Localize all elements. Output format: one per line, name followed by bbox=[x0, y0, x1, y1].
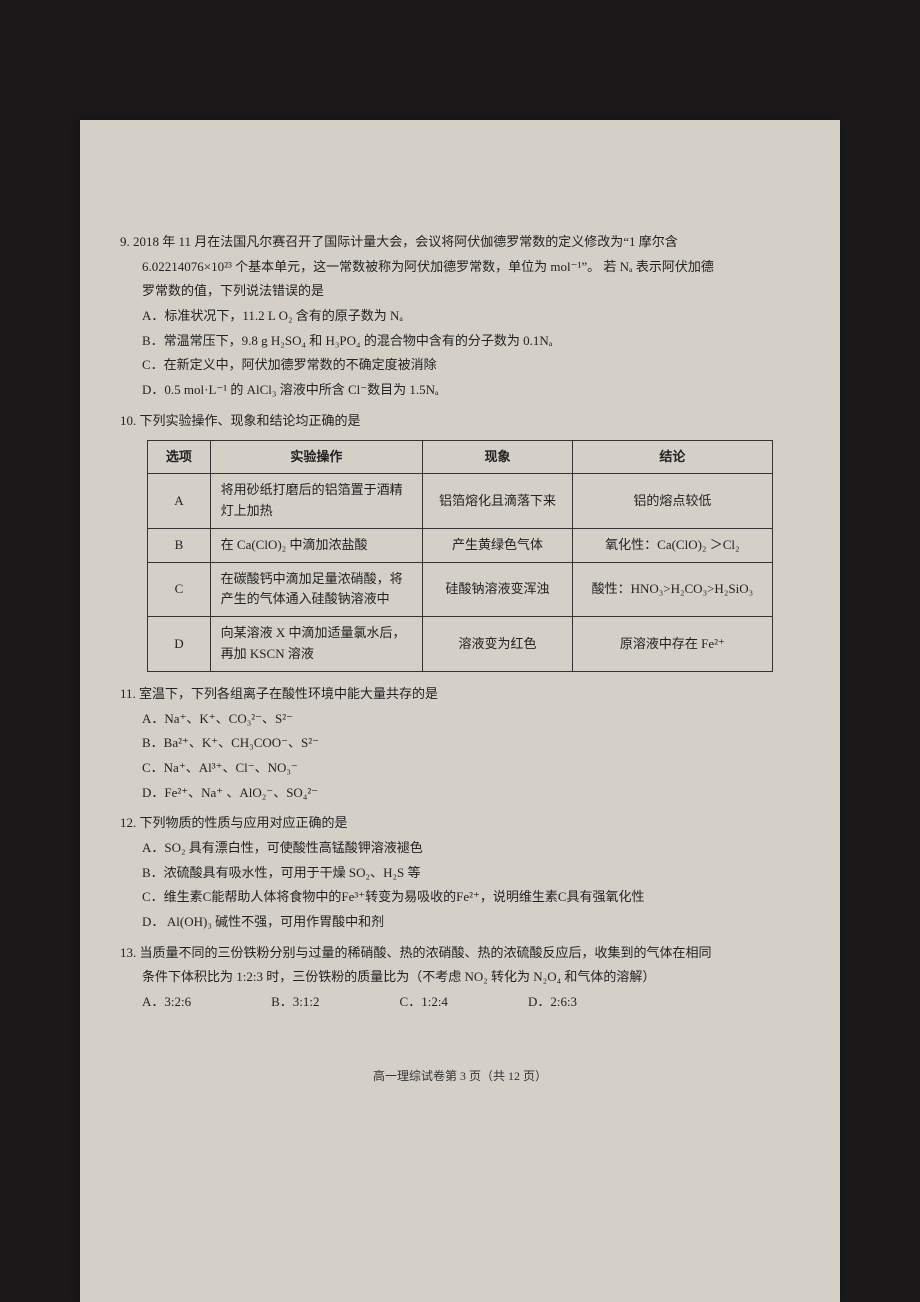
q13-option-a: A．3:2:6 bbox=[142, 990, 191, 1015]
q13-option-d: D．2:6:3 bbox=[528, 990, 577, 1015]
q13-option-c: C．1:2:4 bbox=[400, 990, 448, 1015]
cell-opt: C bbox=[148, 562, 210, 617]
q9-option-b: B．常温常压下，9.8 g H₂SO₄ 和 H₃PO₄ 的混合物中含有的分子数为… bbox=[120, 329, 800, 354]
q11-option-a: A．Na⁺、K⁺、CO₃²⁻、S²⁻ bbox=[120, 707, 800, 732]
q9-stem-line1: 9. 2018 年 11 月在法国凡尔赛召开了国际计量大会，会议将阿伏伽德罗常数… bbox=[120, 230, 800, 255]
th-conclusion: 结论 bbox=[572, 440, 772, 474]
cell-opt: A bbox=[148, 474, 210, 529]
q13-options-row: A．3:2:6 B．3:1:2 C．1:2:4 D．2:6:3 bbox=[120, 990, 800, 1015]
cell-conc: 铝的熔点较低 bbox=[572, 474, 772, 529]
page-footer: 高一理综试卷第 3 页（共 12 页） bbox=[120, 1065, 800, 1088]
q9-stem-line3: 罗常数的值，下列说法错误的是 bbox=[120, 279, 800, 304]
table-row: D 向某溶液 X 中滴加适量氯水后，再加 KSCN 溶液 溶液变为红色 原溶液中… bbox=[148, 617, 773, 672]
table-row: C 在碳酸钙中滴加足量浓硝酸，将产生的气体通入硅酸钠溶液中 硅酸钠溶液变浑浊 酸… bbox=[148, 562, 773, 617]
q9-stem-line2: 6.02214076×10²³ 个基本单元，这一常数被称为阿伏加德罗常数，单位为… bbox=[120, 255, 800, 280]
cell-conc: 氧化性：Ca(ClO)₂ ＞Cl₂ bbox=[572, 528, 772, 562]
cell-op: 在 Ca(ClO)₂ 中滴加浓盐酸 bbox=[210, 528, 422, 562]
q11-option-c: C．Na⁺、Al³⁺、Cl⁻、NO₃⁻ bbox=[120, 756, 800, 781]
q12-option-a: A．SO₂ 具有漂白性，可使酸性高锰酸钾溶液褪色 bbox=[120, 836, 800, 861]
cell-phen: 产生黄绿色气体 bbox=[423, 528, 573, 562]
cell-phen: 硅酸钠溶液变浑浊 bbox=[423, 562, 573, 617]
question-9: 9. 2018 年 11 月在法国凡尔赛召开了国际计量大会，会议将阿伏伽德罗常数… bbox=[120, 230, 800, 403]
q11-option-b: B．Ba²⁺、K⁺、CH₃COO⁻、S²⁻ bbox=[120, 731, 800, 756]
table-row: B 在 Ca(ClO)₂ 中滴加浓盐酸 产生黄绿色气体 氧化性：Ca(ClO)₂… bbox=[148, 528, 773, 562]
table-row: A 将用砂纸打磨后的铝箔置于酒精灯上加热 铝箔熔化且滴落下来 铝的熔点较低 bbox=[148, 474, 773, 529]
question-11: 11. 室温下，下列各组离子在酸性环境中能大量共存的是 A．Na⁺、K⁺、CO₃… bbox=[120, 682, 800, 805]
cell-phen: 溶液变为红色 bbox=[423, 617, 573, 672]
q11-stem: 11. 室温下，下列各组离子在酸性环境中能大量共存的是 bbox=[120, 682, 800, 707]
q12-option-b: B．浓硫酸具有吸水性，可用于干燥 SO₂、H₂S 等 bbox=[120, 861, 800, 886]
th-option: 选项 bbox=[148, 440, 210, 474]
question-10: 10. 下列实验操作、现象和结论均正确的是 选项 实验操作 现象 结论 A 将用… bbox=[120, 409, 800, 672]
q9-option-c: C．在新定义中，阿伏加德罗常数的不确定度被消除 bbox=[120, 353, 800, 378]
table-header-row: 选项 实验操作 现象 结论 bbox=[148, 440, 773, 474]
cell-opt: D bbox=[148, 617, 210, 672]
q13-option-b: B．3:1:2 bbox=[271, 990, 319, 1015]
q12-stem: 12. 下列物质的性质与应用对应正确的是 bbox=[120, 811, 800, 836]
cell-op: 在碳酸钙中滴加足量浓硝酸，将产生的气体通入硅酸钠溶液中 bbox=[210, 562, 422, 617]
q10-table: 选项 实验操作 现象 结论 A 将用砂纸打磨后的铝箔置于酒精灯上加热 铝箔熔化且… bbox=[147, 440, 773, 672]
cell-opt: B bbox=[148, 528, 210, 562]
cell-conc: 酸性：HNO₃>H₂CO₃>H₂SiO₃ bbox=[572, 562, 772, 617]
th-phenomenon: 现象 bbox=[423, 440, 573, 474]
q13-stem-line1: 13. 当质量不同的三份铁粉分别与过量的稀硝酸、热的浓硝酸、热的浓硫酸反应后，收… bbox=[120, 941, 800, 966]
q12-option-d: D． Al(OH)₃ 碱性不强，可用作胃酸中和剂 bbox=[120, 910, 800, 935]
cell-op: 将用砂纸打磨后的铝箔置于酒精灯上加热 bbox=[210, 474, 422, 529]
q9-option-a: A．标准状况下，11.2 L O₂ 含有的原子数为 Nₐ bbox=[120, 304, 800, 329]
cell-conc: 原溶液中存在 Fe²⁺ bbox=[572, 617, 772, 672]
q10-stem: 10. 下列实验操作、现象和结论均正确的是 bbox=[120, 409, 800, 434]
cell-phen: 铝箔熔化且滴落下来 bbox=[423, 474, 573, 529]
q11-option-d: D．Fe²⁺、Na⁺ 、AlO₂⁻、SO₄²⁻ bbox=[120, 781, 800, 806]
exam-page: 9. 2018 年 11 月在法国凡尔赛召开了国际计量大会，会议将阿伏伽德罗常数… bbox=[80, 120, 840, 1302]
th-operation: 实验操作 bbox=[210, 440, 422, 474]
cell-op: 向某溶液 X 中滴加适量氯水后，再加 KSCN 溶液 bbox=[210, 617, 422, 672]
q9-option-d: D．0.5 mol·L⁻¹ 的 AlCl₃ 溶液中所含 Cl⁻数目为 1.5Nₐ bbox=[120, 378, 800, 403]
q12-option-c: C．维生素C能帮助人体将食物中的Fe³⁺转变为易吸收的Fe²⁺，说明维生素C具有… bbox=[120, 885, 800, 910]
q13-stem-line2: 条件下体积比为 1:2:3 时，三份铁粉的质量比为（不考虑 NO₂ 转化为 N₂… bbox=[120, 965, 800, 990]
question-13: 13. 当质量不同的三份铁粉分别与过量的稀硝酸、热的浓硝酸、热的浓硫酸反应后，收… bbox=[120, 941, 800, 1015]
question-12: 12. 下列物质的性质与应用对应正确的是 A．SO₂ 具有漂白性，可使酸性高锰酸… bbox=[120, 811, 800, 934]
